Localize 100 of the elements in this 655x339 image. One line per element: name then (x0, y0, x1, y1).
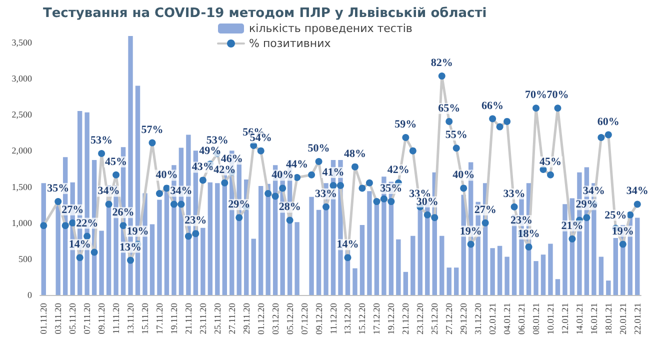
bar (410, 236, 416, 295)
data-label: 41% (322, 166, 344, 179)
y-tick-label: 3,500 (12, 37, 32, 48)
data-label: 22% (76, 217, 98, 230)
data-label: 34% (98, 185, 120, 198)
x-tick-label: 21.12.20 (400, 302, 411, 334)
bar (490, 248, 495, 295)
bar (367, 191, 372, 295)
x-tick-label: 14.01.21 (574, 303, 584, 334)
y-tick-label: 2,000 (12, 146, 32, 156)
x-tick-label: 29.12.20 (458, 302, 469, 334)
bar (360, 225, 365, 295)
bar (99, 230, 104, 295)
y-tick-label: 1,000 (12, 218, 32, 228)
data-label: 35% (380, 182, 402, 195)
x-tick-label: 03.12.20 (270, 302, 280, 334)
x-tick-label: 20.01.21 (618, 303, 628, 334)
data-label: 33% (503, 188, 526, 200)
data-label: 65% (438, 102, 460, 114)
data-label: 45% (105, 156, 128, 168)
bar (200, 228, 206, 295)
bar (251, 238, 256, 295)
data-label: 46% (220, 153, 243, 166)
data-label: 21% (561, 220, 584, 232)
bar (598, 256, 604, 295)
x-tick-label: 23.12.20 (415, 302, 426, 334)
data-label: 50% (308, 142, 330, 154)
y-tick-label: 2,500 (12, 110, 32, 120)
bar (440, 236, 444, 295)
x-tick-label: 01.11.20 (38, 302, 49, 334)
x-tick-label: 12.01.21 (560, 303, 570, 334)
bar (446, 268, 452, 295)
data-label: 14% (68, 238, 91, 251)
data-label: 27% (62, 204, 84, 216)
data-label: 23% (510, 214, 533, 227)
data-label: 29% (228, 198, 250, 211)
data-label: 27% (474, 204, 496, 216)
data-label: 55% (445, 129, 468, 142)
bar (454, 268, 459, 295)
data-label: 19% (460, 225, 482, 238)
data-label: 19% (126, 225, 149, 238)
data-label: 25% (604, 209, 627, 222)
data-label: 19% (612, 225, 634, 238)
x-tick-label: 13.12.20 (342, 302, 353, 334)
x-tick-label: 31.12.20 (473, 302, 484, 334)
x-tick-label: 27.11.20 (226, 302, 237, 334)
x-tick-label: 15.12.20 (357, 302, 368, 334)
chart-title: Тестування на COVID-19 методом ПЛР у Львівській області (43, 6, 487, 21)
x-tick-label: 23.11.20 (198, 302, 208, 334)
data-label: 43% (192, 161, 214, 174)
x-tick-label: 06.01.21 (516, 303, 527, 334)
x-tick-label: 16.01.21 (588, 303, 599, 334)
x-tick-label: 11.12.20 (328, 302, 338, 334)
bar (208, 182, 213, 295)
data-label: 18% (518, 228, 540, 240)
x-tick-label: 17.12.20 (372, 302, 382, 334)
legend-label: кількість проведених тестів (249, 22, 412, 35)
bar (396, 239, 401, 295)
data-label: 40% (452, 169, 475, 182)
bar (309, 196, 314, 295)
bar (352, 268, 358, 295)
data-label: 59% (394, 118, 417, 130)
x-tick-label: 15.11.20 (140, 302, 150, 334)
data-label: 30% (416, 196, 438, 208)
data-label: 66% (482, 100, 504, 112)
x-tick-label: 07.11.20 (82, 302, 92, 334)
x-tick-label: 18.01.21 (603, 303, 614, 334)
data-label: 70% (525, 89, 548, 102)
y-tick-label: 3,000 (12, 74, 32, 84)
bar (606, 280, 611, 295)
data-label: 26% (112, 206, 134, 219)
x-tick-label: 13.11.20 (126, 302, 136, 334)
data-label: 53% (90, 134, 113, 146)
data-label: 13% (120, 241, 142, 254)
data-label: 23% (184, 214, 207, 227)
data-label: 33% (315, 188, 338, 200)
data-label: 53% (206, 134, 228, 146)
x-tick-label: 19.11.20 (168, 302, 179, 334)
x-tick-label: 03.11.20 (53, 302, 64, 334)
data-label: 49% (199, 145, 222, 158)
data-label: 60% (597, 116, 620, 128)
x-tick-label: 08.01.21 (531, 303, 542, 334)
data-label: 28% (278, 201, 301, 214)
y-tick-label: 1,500 (12, 182, 32, 192)
bar (548, 244, 553, 295)
data-label: 40% (272, 169, 294, 182)
x-tick-label: 04.01.21 (502, 303, 512, 334)
bar (534, 261, 538, 295)
x-tick-label: 02.01.21 (488, 303, 498, 334)
x-tick-label: 25.12.20 (430, 302, 440, 334)
x-tick-label: 09.11.20 (96, 302, 107, 334)
bar (215, 183, 220, 295)
data-label: 70% (546, 89, 569, 102)
bar (555, 279, 560, 295)
bar (157, 200, 162, 295)
data-label: 42% (387, 164, 410, 176)
bar (266, 184, 270, 295)
x-tick-label: 01.12.20 (256, 302, 266, 334)
data-label: 48% (344, 148, 366, 160)
bar (41, 183, 46, 295)
